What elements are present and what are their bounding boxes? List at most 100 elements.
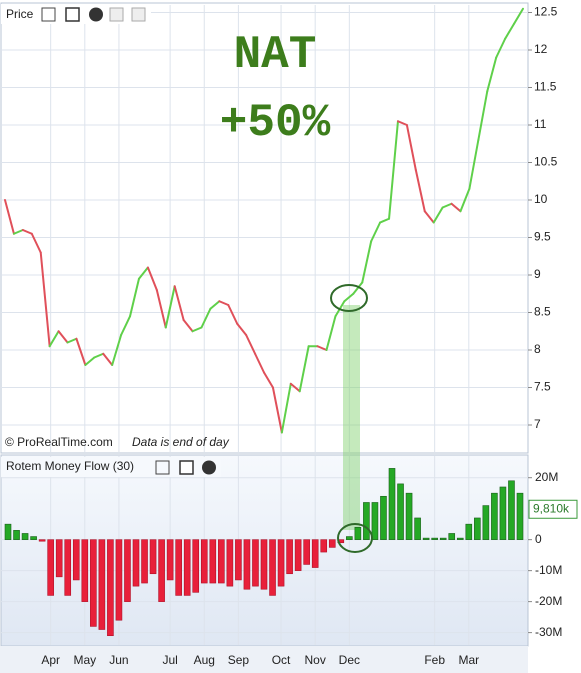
- bar: [149, 539, 157, 575]
- bar: [371, 502, 379, 540]
- price-segment: [245, 334, 257, 355]
- bar: [209, 539, 217, 584]
- price-segment: [441, 202, 453, 209]
- y-tick-label: 8: [534, 342, 541, 356]
- bar: [508, 480, 515, 540]
- bar: [107, 539, 114, 637]
- bar: [4, 523, 12, 540]
- price-segment: [218, 300, 230, 306]
- bar: [499, 486, 507, 540]
- bar: [200, 539, 208, 584]
- settings-icon[interactable]: [41, 7, 56, 22]
- bar: [311, 539, 319, 568]
- up-icon[interactable]: [131, 7, 146, 22]
- window-icon[interactable]: [65, 7, 80, 22]
- x-tick-label: Mar: [458, 653, 479, 667]
- x-tick-label: Sep: [228, 653, 250, 667]
- bar: [363, 502, 370, 540]
- bar: [183, 539, 191, 596]
- bar: [294, 539, 302, 571]
- bar: [38, 539, 46, 542]
- bar: [98, 539, 106, 630]
- price-segment: [129, 277, 140, 318]
- bar: [286, 539, 293, 575]
- bar: [491, 492, 498, 540]
- x-tick-label: Feb: [424, 653, 445, 667]
- price-segment: [48, 330, 60, 348]
- price-segment: [57, 330, 69, 344]
- price-segment: [343, 292, 355, 303]
- bar: [354, 526, 362, 540]
- x-tick-label: Aug: [194, 653, 215, 667]
- y-tick-label: 11.5: [534, 80, 557, 94]
- x-tick-label: Nov: [305, 653, 326, 667]
- y-tick-label: 0: [535, 532, 542, 546]
- annotation: NAT: [234, 29, 317, 81]
- note: Data is end of day: [132, 435, 230, 449]
- price-segment: [102, 352, 114, 366]
- price-segment: [146, 266, 158, 291]
- bar: [47, 539, 54, 596]
- price-segment: [191, 326, 203, 333]
- bar: [516, 492, 524, 540]
- x-tick-label: May: [73, 653, 96, 667]
- bar: [30, 536, 37, 540]
- bar: [388, 468, 396, 540]
- y-tick-label: 12.5: [534, 5, 558, 19]
- bar: [482, 505, 490, 540]
- last-value-label: 9,810k: [533, 501, 570, 515]
- settings-icon[interactable]: [155, 460, 170, 475]
- y-tick-label: 8.5: [534, 305, 551, 319]
- y-tick-label: 9: [534, 267, 541, 281]
- highlight-band: [343, 305, 360, 530]
- bar: [414, 517, 421, 540]
- close-icon[interactable]: [89, 7, 103, 22]
- price-segment: [459, 187, 471, 213]
- bar: [474, 517, 481, 540]
- price-segment: [39, 251, 51, 348]
- bar: [448, 533, 456, 540]
- down-icon[interactable]: [109, 7, 124, 22]
- last-value-box: [528, 499, 578, 519]
- bar: [328, 539, 336, 548]
- price-segment: [352, 281, 364, 295]
- price-segment: [227, 304, 239, 325]
- panel-header: [1, 457, 221, 477]
- panel-icons[interactable]: [41, 7, 146, 22]
- price-segment: [120, 315, 132, 336]
- y-tick-label: 20M: [535, 470, 558, 484]
- bar: [277, 539, 285, 587]
- bar: [456, 537, 464, 540]
- price-segment: [155, 289, 167, 329]
- bar: [192, 539, 200, 593]
- x-tick-label: Jun: [109, 653, 128, 667]
- panel-icons[interactable]: [155, 460, 216, 475]
- price-segment: [84, 356, 96, 366]
- window-icon[interactable]: [179, 460, 194, 475]
- price-segment: [423, 210, 435, 224]
- price-segment: [289, 382, 301, 393]
- price-segment: [361, 240, 373, 284]
- price-segment: [325, 315, 337, 351]
- panel-title: Rotem Money Flow (30): [6, 459, 134, 473]
- bar: [252, 539, 259, 587]
- price-segment: [30, 232, 42, 254]
- price-segment: [236, 322, 248, 336]
- price-segment: [316, 345, 328, 351]
- price-segment: [93, 352, 105, 359]
- bar: [465, 523, 473, 540]
- price-segment: [450, 202, 462, 213]
- panel-title: Price: [6, 7, 34, 21]
- y-tick-label: -10M: [535, 563, 562, 577]
- price-segment: [263, 371, 274, 389]
- highlight-circle: [330, 284, 368, 312]
- price-segment: [370, 221, 382, 243]
- bar: [141, 539, 148, 584]
- bar: [405, 492, 413, 540]
- close-icon[interactable]: [202, 460, 216, 475]
- price-segment: [164, 285, 176, 329]
- x-axis-band: [0, 646, 528, 673]
- bar: [81, 539, 89, 602]
- bar: [431, 537, 438, 540]
